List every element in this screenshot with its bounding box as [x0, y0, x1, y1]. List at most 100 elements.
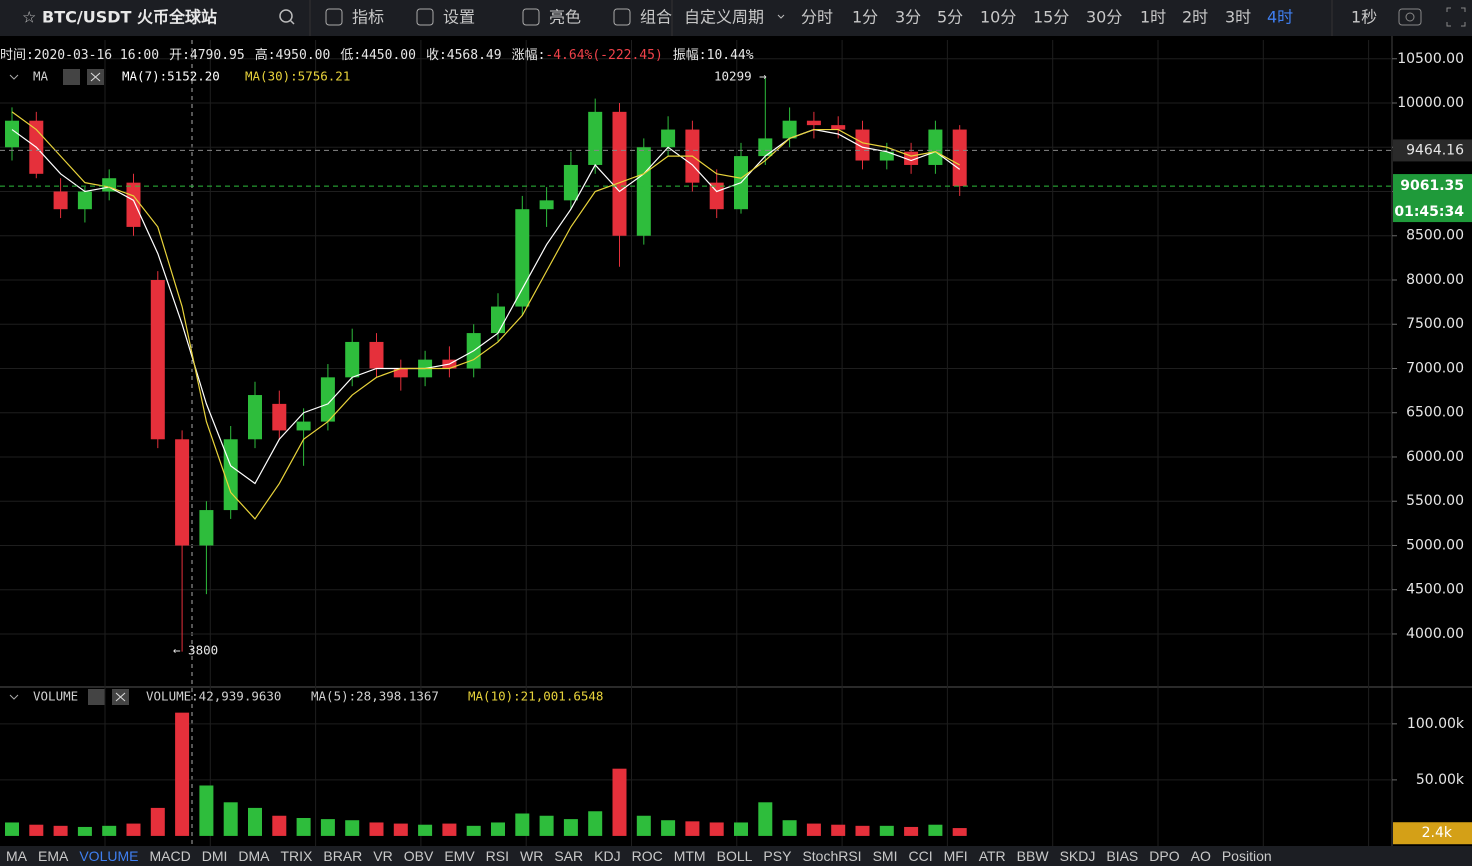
candle-body	[393, 368, 408, 378]
candle-body	[855, 129, 870, 161]
period[interactable]: 1时	[1140, 8, 1166, 27]
indicator-tab[interactable]: AO	[1190, 848, 1211, 864]
indicator-tab[interactable]: TRIX	[280, 848, 313, 864]
indicator-tab[interactable]: RSI	[485, 848, 510, 864]
period[interactable]: 30分	[1086, 8, 1122, 27]
settings-button[interactable]	[63, 69, 80, 85]
indicator-tab[interactable]: ATR	[978, 848, 1006, 864]
indicator-tab[interactable]: MA	[6, 848, 27, 864]
candle-body	[879, 151, 894, 161]
indicator-tab[interactable]: BIAS	[1106, 848, 1139, 864]
indicator-tab[interactable]: OBV	[403, 848, 434, 864]
indicator-tab[interactable]: MFI	[943, 848, 968, 864]
candle-body	[199, 510, 214, 546]
indicator-tab[interactable]: BBW	[1016, 848, 1049, 864]
info-value: 10.44%	[706, 48, 754, 63]
indicator-tab[interactable]: SAR	[554, 848, 584, 864]
current-volume-label: 2.4k	[1422, 825, 1453, 841]
info-item: 开:4790.95	[169, 44, 245, 63]
indicator-tab[interactable]: PSY	[763, 848, 792, 864]
indicator-tab[interactable]: VOLUME	[79, 848, 139, 864]
indicator-tab[interactable]: SMI	[872, 848, 898, 864]
toolbar-button[interactable]: 设置	[443, 8, 475, 27]
candle-body	[248, 395, 262, 440]
period[interactable]: 4时	[1267, 8, 1293, 27]
refresh-rate[interactable]: 1秒	[1351, 8, 1377, 27]
candle-body	[175, 439, 190, 546]
custom-period[interactable]: 自定义周期	[684, 8, 764, 27]
indicator-tab[interactable]: BRAR	[323, 848, 363, 864]
indicator-tab[interactable]: Position	[1221, 848, 1272, 864]
candle-body	[5, 120, 19, 148]
collapse-icon[interactable]	[9, 74, 19, 80]
toolbar-button[interactable]: 组合	[640, 8, 672, 27]
period[interactable]: 2时	[1182, 8, 1208, 27]
indicator-tab[interactable]: VR	[373, 848, 393, 864]
settings-button[interactable]	[88, 689, 105, 705]
volume-bar	[199, 785, 214, 836]
indicator-tab[interactable]: KDJ	[594, 848, 621, 864]
volume-bar	[29, 824, 44, 836]
legend-ma10: MA(10):21,001.6548	[468, 689, 603, 704]
collapse-icon[interactable]	[9, 694, 19, 700]
indicator-tab[interactable]: CCI	[908, 848, 933, 864]
indicator-tab[interactable]: MACD	[149, 848, 191, 864]
camera-icon[interactable]	[1398, 8, 1422, 26]
indicator-tab[interactable]: WR	[520, 848, 544, 864]
candle-body	[758, 138, 773, 157]
volume-bar	[53, 825, 68, 836]
button-icon	[522, 8, 540, 26]
indicator-tab[interactable]: StochRSI	[802, 848, 862, 864]
y-tick-label: 100.00k	[1407, 716, 1465, 732]
info-value: -4.64%(-222.45)	[545, 48, 663, 63]
candle-body	[806, 120, 821, 126]
volume-bar	[491, 822, 505, 836]
indicator-tab[interactable]: SKDJ	[1059, 848, 1096, 864]
indicator-tab[interactable]: DPO	[1149, 848, 1180, 864]
candle-body	[515, 209, 530, 307]
volume-bar	[831, 824, 846, 836]
candle-body	[296, 421, 311, 431]
volume-bar	[393, 823, 408, 836]
candle-body	[588, 111, 603, 165]
legend-ma7: MA(7):5152.20	[122, 69, 220, 84]
camera-lens	[1405, 12, 1415, 22]
period[interactable]: 3时	[1225, 8, 1251, 27]
last-price-bg	[1393, 174, 1472, 223]
candle-body	[491, 306, 505, 334]
indicator-tab[interactable]: BOLL	[716, 848, 753, 864]
info-value: 4950.00	[275, 48, 331, 63]
indicator-tab[interactable]: DMI	[201, 848, 228, 864]
info-label: 高:	[254, 48, 276, 63]
indicator-tab[interactable]: ROC	[631, 848, 663, 864]
volume-bar	[855, 825, 870, 836]
period[interactable]: 5分	[937, 8, 963, 27]
y-tick-label: 4500.00	[1406, 582, 1464, 598]
indicator-tab[interactable]: MTM	[673, 848, 706, 864]
period[interactable]: 1分	[852, 8, 878, 27]
period[interactable]: 3分	[895, 8, 921, 27]
period[interactable]: 10分	[980, 8, 1016, 27]
indicator-tab[interactable]: EMV	[444, 848, 475, 864]
y-tick-label: 10500.00	[1397, 51, 1464, 67]
star-icon[interactable]: ☆	[22, 8, 36, 27]
info-item: 低:4450.00	[340, 44, 416, 63]
volume-bar	[758, 802, 773, 836]
candle-body	[77, 191, 92, 210]
symbol[interactable]: BTC/USDT 火币全球站	[42, 8, 217, 27]
close-x	[115, 692, 126, 702]
indicator-tab[interactable]: DMA	[238, 848, 270, 864]
indicator-tab[interactable]: EMA	[38, 848, 69, 864]
fullscreen-icon[interactable]	[1446, 7, 1466, 27]
search-icon[interactable]	[279, 9, 293, 23]
candle-body	[539, 200, 554, 210]
period[interactable]: 15分	[1033, 8, 1069, 27]
volume-bar	[272, 815, 287, 836]
y-tick-label: 5000.00	[1406, 537, 1464, 553]
toolbar-button[interactable]: 指标	[352, 8, 384, 27]
candle-body	[928, 129, 943, 165]
toolbar-button[interactable]: 亮色	[549, 8, 581, 27]
period[interactable]: 分时	[801, 8, 833, 27]
volume-bar	[418, 824, 433, 836]
